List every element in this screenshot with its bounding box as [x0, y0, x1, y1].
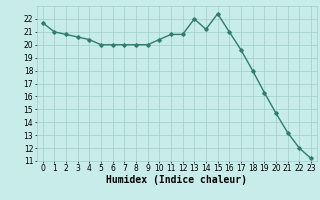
X-axis label: Humidex (Indice chaleur): Humidex (Indice chaleur) — [106, 175, 247, 185]
